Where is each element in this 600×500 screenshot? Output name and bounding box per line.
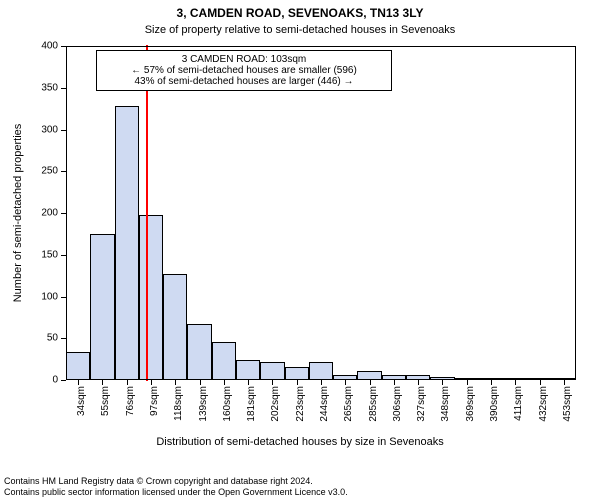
footer-line-2: Contains public sector information licen… — [4, 487, 348, 498]
xtick-label: 306sqm — [392, 386, 403, 422]
title-line-1: 3, CAMDEN ROAD, SEVENOAKS, TN13 3LY — [0, 6, 600, 20]
xtick — [394, 380, 395, 385]
xtick — [321, 380, 322, 385]
xtick — [442, 380, 443, 385]
xtick-label: 390sqm — [489, 386, 500, 422]
ytick-label: 50 — [47, 333, 58, 344]
xtick — [175, 380, 176, 385]
xtick-label: 118sqm — [173, 386, 184, 421]
xtick-label: 411sqm — [513, 386, 524, 421]
xtick — [151, 380, 152, 385]
title-line-2: Size of property relative to semi-detach… — [0, 24, 600, 36]
ytick-label: 200 — [41, 208, 58, 219]
xtick — [224, 380, 225, 385]
xtick-label: 202sqm — [270, 386, 281, 422]
xtick-label: 327sqm — [416, 386, 427, 422]
xtick — [540, 380, 541, 385]
ytick-label: 0 — [52, 375, 58, 386]
xtick-label: 453sqm — [562, 386, 573, 422]
xtick — [200, 380, 201, 385]
ytick-label: 250 — [41, 166, 58, 177]
xtick — [515, 380, 516, 385]
plot-area: 3 CAMDEN ROAD: 103sqm ← 57% of semi-deta… — [66, 46, 576, 380]
y-axis-label: Number of semi-detached properties — [12, 124, 24, 303]
xtick-label: 76sqm — [125, 386, 136, 416]
plot-border — [66, 46, 576, 380]
xtick — [248, 380, 249, 385]
xtick-label: 348sqm — [440, 386, 451, 422]
xtick — [467, 380, 468, 385]
xtick — [370, 380, 371, 385]
xtick — [491, 380, 492, 385]
footer: Contains HM Land Registry data © Crown c… — [4, 476, 348, 499]
xtick — [345, 380, 346, 385]
xtick — [127, 380, 128, 385]
ytick-label: 300 — [41, 124, 58, 135]
xtick-label: 139sqm — [198, 386, 209, 422]
x-axis-label: Distribution of semi-detached houses by … — [0, 436, 600, 448]
xtick — [418, 380, 419, 385]
chart-container: 3, CAMDEN ROAD, SEVENOAKS, TN13 3LY Size… — [0, 0, 600, 500]
xtick-label: 265sqm — [343, 386, 354, 422]
xtick-label: 34sqm — [76, 386, 87, 416]
xtick — [78, 380, 79, 385]
xtick-label: 55sqm — [100, 386, 111, 416]
xtick — [564, 380, 565, 385]
ytick — [61, 380, 66, 381]
xtick-label: 181sqm — [246, 386, 257, 422]
ytick-label: 350 — [41, 82, 58, 93]
xtick — [272, 380, 273, 385]
xtick-label: 285sqm — [368, 386, 379, 422]
xtick-label: 223sqm — [295, 386, 306, 422]
xtick — [297, 380, 298, 385]
footer-line-1: Contains HM Land Registry data © Crown c… — [4, 476, 348, 487]
xtick-label: 97sqm — [149, 386, 160, 416]
xtick-label: 244sqm — [319, 386, 330, 422]
ytick-label: 100 — [41, 291, 58, 302]
ytick-label: 400 — [41, 41, 58, 52]
xtick-label: 432sqm — [538, 386, 549, 422]
xtick-label: 369sqm — [465, 386, 476, 422]
xtick-label: 160sqm — [222, 386, 233, 422]
ytick-label: 150 — [41, 249, 58, 260]
xtick — [102, 380, 103, 385]
